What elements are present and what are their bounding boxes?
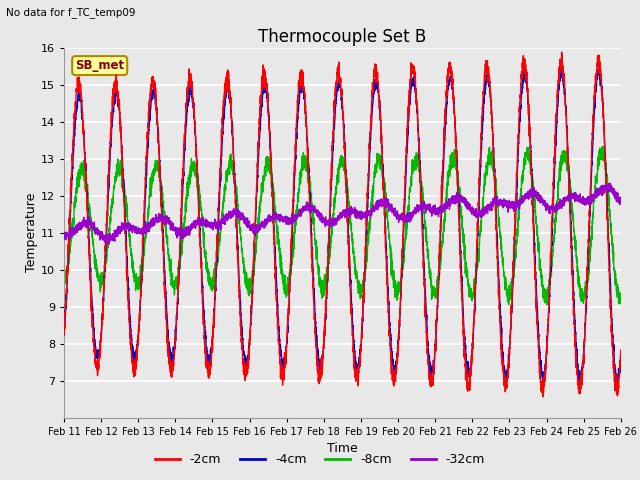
Legend: -2cm, -4cm, -8cm, -32cm: -2cm, -4cm, -8cm, -32cm xyxy=(150,448,490,471)
Y-axis label: Temperature: Temperature xyxy=(25,193,38,273)
Text: No data for f_TC_temp09: No data for f_TC_temp09 xyxy=(6,7,136,18)
Title: Thermocouple Set B: Thermocouple Set B xyxy=(259,28,426,47)
Text: SB_met: SB_met xyxy=(75,59,124,72)
X-axis label: Time: Time xyxy=(327,442,358,455)
